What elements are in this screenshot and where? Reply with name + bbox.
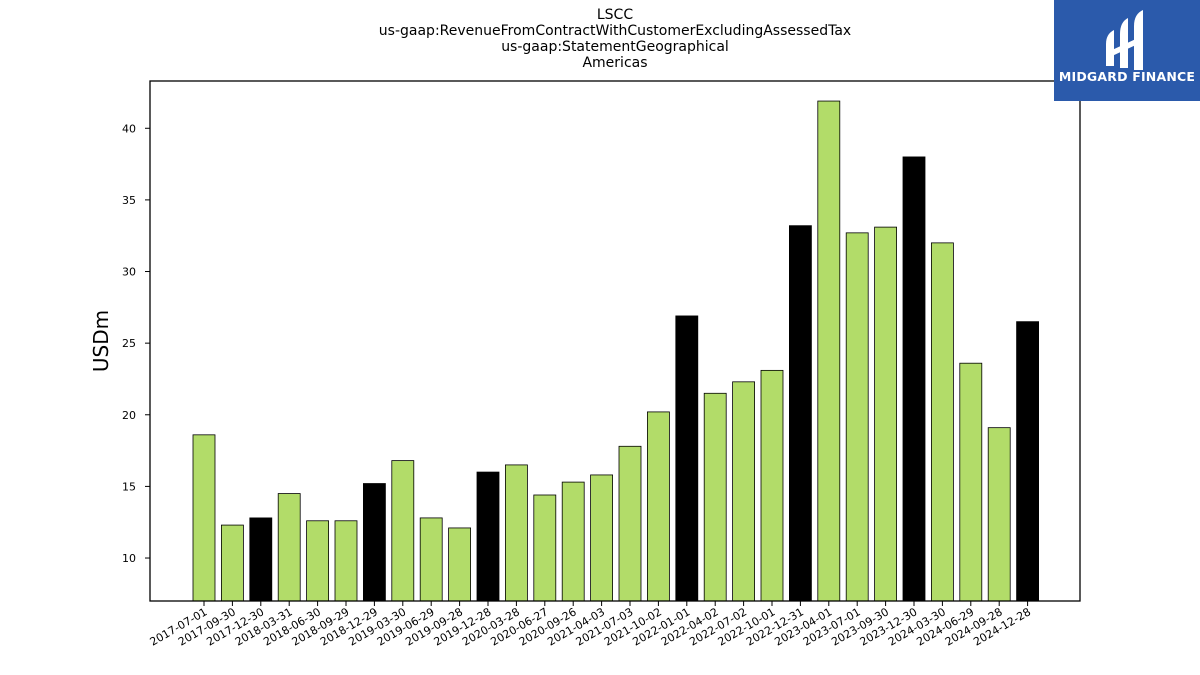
bar-2024-03-30 — [931, 242, 954, 602]
bar-2020-09-26 — [561, 481, 585, 602]
bar-2024-09-28 — [987, 427, 1011, 602]
chart-title-ticker: LSCC — [596, 7, 634, 23]
bar-2017-07-01 — [192, 434, 216, 602]
bar-2019-12-28 — [476, 471, 500, 602]
bar-2022-04-02 — [703, 392, 727, 602]
logo-text: MIDGARD FINANCE — [1058, 69, 1196, 84]
y-tick-label-15: 15 — [122, 480, 136, 493]
bar-2023-09-30 — [874, 226, 897, 602]
chart-title-member: Americas — [582, 55, 648, 71]
logo-crossbar — [1112, 38, 1138, 56]
bar-2020-03-28 — [504, 464, 528, 602]
bar-2024-12-28 — [1016, 321, 1039, 602]
chart-title-block: LSCC us-gaap:RevenueFromContractWithCust… — [150, 7, 1080, 71]
y-tick-label-40: 40 — [122, 122, 136, 135]
chart-title-axis: us-gaap:StatementGeographical — [501, 39, 729, 55]
bar-2021-10-02 — [647, 411, 670, 602]
bar-2023-04-01 — [817, 100, 841, 602]
bar-2022-01-01 — [675, 315, 699, 602]
logo-stroke-right — [1134, 10, 1143, 70]
chart-title-concept: us-gaap:RevenueFromContractWithCustomerE… — [378, 23, 852, 39]
y-axis-label: USDm — [89, 310, 113, 372]
y-tick-label-30: 30 — [122, 266, 136, 279]
midgard-logo-icon — [1054, 0, 1200, 101]
midgard-finance-logo: MIDGARD FINANCE — [1054, 0, 1200, 101]
bar-2019-06-29 — [419, 517, 443, 602]
bar-2018-12-29 — [362, 483, 386, 602]
bar-2018-06-30 — [306, 520, 330, 602]
bar-2024-06-29 — [959, 362, 983, 602]
logo-stroke-left — [1106, 30, 1114, 66]
plot-frame — [149, 80, 1081, 602]
bar-2019-03-30 — [391, 460, 415, 602]
bar-2022-07-02 — [732, 381, 755, 602]
bar-2019-09-28 — [448, 527, 472, 602]
y-tick-label-20: 20 — [122, 409, 136, 422]
y-tick-label-25: 25 — [122, 337, 136, 350]
bar-2023-12-30 — [902, 156, 926, 602]
bar-2017-09-30 — [220, 524, 244, 602]
bar-2017-12-30 — [249, 517, 273, 602]
bar-2018-09-29 — [334, 520, 358, 602]
bar-2022-10-01 — [760, 369, 784, 602]
bar-2022-12-31 — [789, 225, 812, 602]
y-tick-label-10: 10 — [122, 552, 136, 565]
bar-2021-04-03 — [590, 474, 613, 602]
bar-2021-07-03 — [618, 445, 642, 602]
logo-stroke-middle — [1120, 18, 1128, 68]
bar-2020-06-27 — [533, 494, 557, 602]
bar-2023-07-01 — [845, 232, 869, 602]
bar-2018-03-31 — [277, 493, 301, 602]
y-tick-label-35: 35 — [122, 194, 136, 207]
